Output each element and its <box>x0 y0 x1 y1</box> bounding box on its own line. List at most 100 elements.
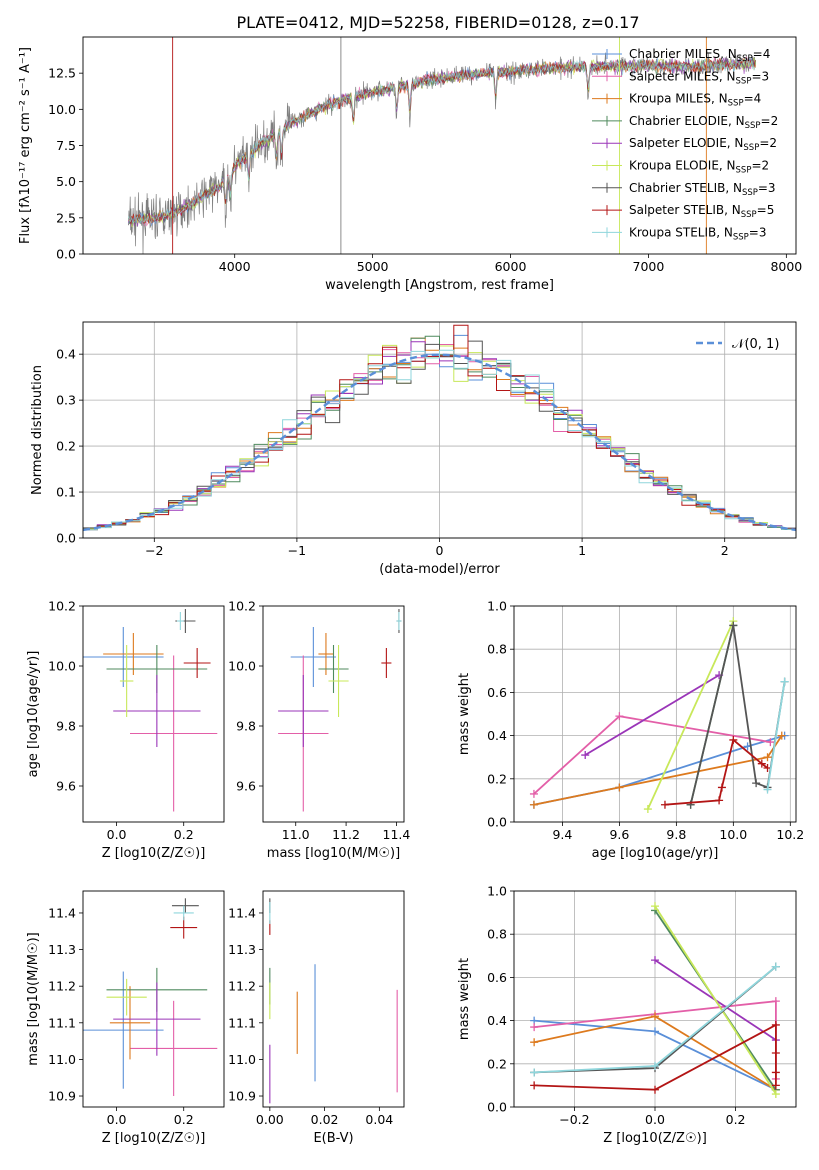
y-tick-label: 11.4 <box>48 905 76 920</box>
point-marker <box>766 738 775 747</box>
legend-subscript: SSP <box>728 99 744 109</box>
axes-frame <box>262 605 405 823</box>
axes-age_vs_Z: 0.0 0.2 9.6 9.8 10.0 10.2 Z [log10(Z/Z☉)] age [… <box>26 599 225 861</box>
y-axis-label: Flux [fλ10⁻¹⁷ erg cm⁻² s⁻¹ A⁻¹] <box>18 47 33 244</box>
y-tick-label: 11.2 <box>48 979 76 994</box>
y-tick-label: 10.0 <box>228 659 256 674</box>
y-tick-label: 11.3 <box>48 942 76 957</box>
x-tick-label: 9.6 <box>609 827 629 842</box>
ticks: 9.4 9.6 9.8 10.0 10.2 0.0 0.2 0.4 0.6 0.8 1.0 <box>487 599 804 843</box>
series-kroupa_stelib <box>530 962 780 1077</box>
y-axis-label: mass weight <box>457 958 472 1040</box>
x-tick-label: 0.2 <box>174 827 194 842</box>
y-axis-label: Normed distribution <box>30 365 45 495</box>
legend-count: =3 <box>749 225 767 239</box>
point-marker <box>529 800 538 809</box>
plot-area <box>83 898 218 1097</box>
axes-residuals: −2 −1 0 1 2 0.0 0.1 0.2 0.3 0.4 (data-model)/error… <box>30 321 797 577</box>
x-axis-label: Z [log10(Z/Z☉)] <box>102 1131 206 1146</box>
legend-label-chabrier_miles: Chabrier MILES, NSSP=4 <box>629 47 770 64</box>
legend-count: =4 <box>753 47 771 61</box>
y-tick-label: 11.1 <box>228 1015 256 1030</box>
legend-count: =3 <box>751 69 769 83</box>
x-tick-label: 2 <box>721 543 729 558</box>
errorbar-kroupa_miles <box>103 633 164 675</box>
axes-mass_vs_Z: 0.0 0.2 10.9 11.0 11.1 11.2 11.3 11.4 Z [log10(Z… <box>26 890 225 1146</box>
plot-area <box>128 37 757 254</box>
legend-subscript: SSP <box>743 143 759 153</box>
y-tick-label: 0.0 <box>487 1100 507 1115</box>
axes-age_vs_mass: 11.0 11.2 11.4 9.6 9.8 10.0 10.2 mass [log10(M/… <box>228 599 410 862</box>
point-marker <box>771 1049 780 1057</box>
legend-text: Salpeter ELODIE, N <box>629 136 743 150</box>
errorbar-salpeter_stelib <box>381 648 392 678</box>
errorbar-salpeter_elodie <box>113 982 201 1056</box>
y-tick-label: 10.9 <box>48 1089 76 1104</box>
axes-frame <box>82 605 225 823</box>
ticks: 0.00 0.02 0.04 10.9 11.0 11.1 11.2 11.3 11.4 <box>228 905 393 1127</box>
legend-subscript: SSP <box>742 188 758 198</box>
errorbar-chabrier_miles <box>83 971 164 1089</box>
ticks: 4000 5000 6000 7000 8000 0.0 2.5 5.0 7.5 10.0 12.5 <box>48 66 802 274</box>
errorbar-salpeter_elodie <box>113 675 201 747</box>
errorbar-kroupa_stelib <box>177 612 184 630</box>
series-line <box>766 681 786 790</box>
plot-area <box>83 609 218 812</box>
series-line <box>689 625 786 805</box>
point-marker <box>643 805 652 814</box>
point-marker <box>771 1081 780 1090</box>
x-tick-label: 0.2 <box>174 1112 194 1127</box>
point-marker <box>752 779 761 788</box>
point-marker <box>651 1061 659 1070</box>
x-tick-label: 9.8 <box>666 827 686 842</box>
errorbar-chabrier_miles <box>290 627 337 687</box>
x-tick-label: 9.4 <box>552 827 572 842</box>
legend-label-chabrier_stelib: Chabrier STELIB, NSSP=3 <box>629 181 776 198</box>
histogram-chabrier_stelib <box>83 340 796 529</box>
point-marker <box>651 956 659 965</box>
ticks: 0.0 0.2 10.9 11.0 11.1 11.2 11.3 11.4 <box>48 905 194 1127</box>
series-line <box>647 620 735 810</box>
axes-frame <box>513 890 797 1108</box>
y-axis-label: mass weight <box>457 673 472 755</box>
point-marker <box>530 1068 539 1077</box>
axes-frame <box>82 890 225 1108</box>
point-marker <box>729 621 738 630</box>
errorbar-kroupa_stelib <box>173 905 194 921</box>
legend-count: =3 <box>758 181 776 195</box>
legend-label-salpeter_stelib: Salpeter STELIB, NSSP=5 <box>629 203 774 220</box>
legend-subscript: SSP <box>736 166 752 176</box>
y-tick-label: 10.0 <box>48 102 76 117</box>
point-marker <box>651 1085 659 1094</box>
point-marker <box>729 735 738 744</box>
x-tick-label: 4000 <box>219 259 251 274</box>
y-tick-label: 10.2 <box>48 599 76 614</box>
y-tick-label: 10.9 <box>228 1089 256 1104</box>
point-marker <box>651 1027 659 1036</box>
point-marker <box>771 1020 780 1029</box>
errorbar-kroupa_stelib <box>396 612 402 630</box>
legend-text: Chabrier STELIB, N <box>629 181 742 195</box>
series-line <box>533 715 771 795</box>
y-tick-label: 0.8 <box>487 927 507 942</box>
y-tick-label: 0.0 <box>487 815 507 830</box>
point-marker <box>771 997 780 1006</box>
legend-text: Chabrier MILES, N <box>629 47 737 61</box>
axes-frame <box>513 605 797 823</box>
x-tick-label: 0.0 <box>645 1112 665 1127</box>
point-marker <box>757 759 766 768</box>
legend-count: =2 <box>751 159 769 173</box>
series-salpeter_stelib <box>530 1020 780 1094</box>
point-marker <box>771 1068 780 1077</box>
point-marker <box>581 751 590 760</box>
ticks: 0.0 0.2 9.6 9.8 10.0 10.2 <box>48 599 194 843</box>
point-marker <box>651 1012 659 1021</box>
errorbar-chabrier_miles <box>83 627 164 687</box>
legend-subscript: SSP <box>737 54 753 64</box>
legend-text: Kroupa MILES, N <box>629 92 728 106</box>
x-tick-label: 5000 <box>357 259 389 274</box>
y-tick-label: 0.3 <box>56 393 76 408</box>
x-tick-label: 11.0 <box>282 827 310 842</box>
y-tick-label: 11.4 <box>228 905 256 920</box>
